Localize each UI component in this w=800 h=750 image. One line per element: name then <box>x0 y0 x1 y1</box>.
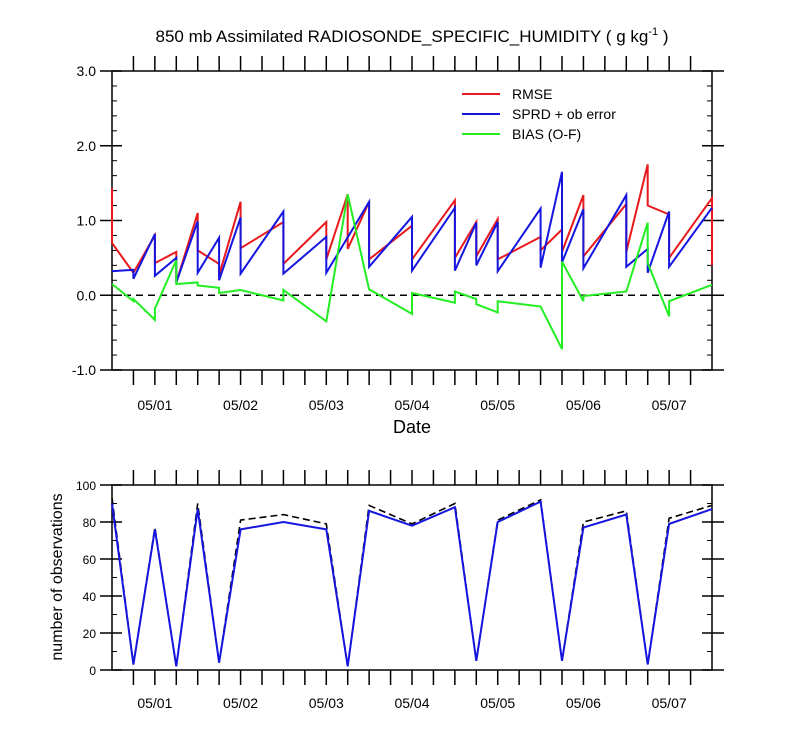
y-tick-label: 60 <box>83 553 97 567</box>
top-xlabel: Date <box>393 417 431 437</box>
x-tick-label: 05/04 <box>394 397 429 413</box>
y-tick-label: 3.0 <box>77 63 97 79</box>
x-tick-label: 05/06 <box>566 695 601 711</box>
x-tick-label: 05/01 <box>137 397 172 413</box>
chart-title-main: 850 mb Assimilated RADIOSONDE_SPECIFIC_H… <box>156 27 649 46</box>
x-tick-label: 05/06 <box>566 397 601 413</box>
y-tick-label: 40 <box>83 590 97 604</box>
x-tick-label: 05/07 <box>652 397 687 413</box>
x-tick-label: 05/04 <box>394 695 429 711</box>
x-tick-label: 05/03 <box>309 397 344 413</box>
y-tick-label: 20 <box>83 627 97 641</box>
x-tick-label: 05/01 <box>137 695 172 711</box>
series-line-sprd-ob-error <box>111 171 713 283</box>
legend-label: RMSE <box>512 86 552 102</box>
x-tick-label: 05/03 <box>309 695 344 711</box>
chart-title: 850 mb Assimilated RADIOSONDE_SPECIFIC_H… <box>156 26 669 46</box>
x-tick-label: 05/02 <box>223 695 258 711</box>
top-plot: 05/01 05/02 05/03 05/04 05/05 05/06 05/07 -1.0 0… <box>72 56 724 413</box>
bottom-ylabel: number of observations <box>49 493 66 660</box>
y-tick-label: -1.0 <box>72 362 96 378</box>
x-tick-label: 05/02 <box>223 397 258 413</box>
x-tick-label: 05/05 <box>480 397 515 413</box>
legend-label: SPRD + ob error <box>512 106 616 122</box>
series-line-bias-o-f- <box>111 194 713 350</box>
series-line-assimilated <box>111 500 713 667</box>
chart-title-suffix: ) <box>658 27 668 46</box>
x-tick-label: 05/05 <box>480 695 515 711</box>
y-tick-label: 80 <box>83 516 97 530</box>
y-tick-label: 0.0 <box>77 287 97 303</box>
chart-title-superscript: -1 <box>648 26 658 38</box>
y-tick-label: 0 <box>89 664 96 678</box>
bottom-plot: 05/01 05/02 05/03 05/04 05/05 05/06 05/07 0 20 40… <box>76 470 724 711</box>
y-tick-label: 2.0 <box>77 138 97 154</box>
y-tick-label: 100 <box>76 479 96 493</box>
y-tick-label: 1.0 <box>77 213 97 229</box>
series-line-possible <box>111 497 713 667</box>
legend-label: BIAS (O-F) <box>512 126 581 142</box>
x-tick-label: 05/07 <box>652 695 687 711</box>
